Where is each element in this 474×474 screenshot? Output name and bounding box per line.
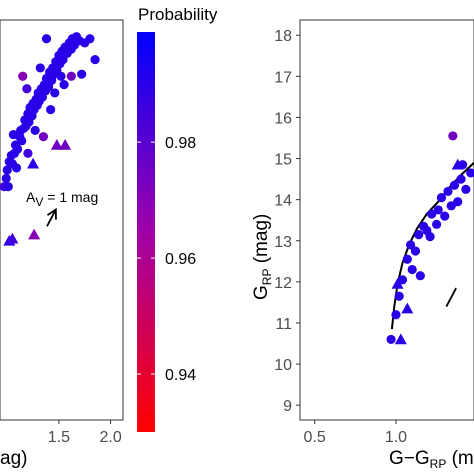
data-point-circle [3,182,13,192]
left-plot-frame [0,19,124,421]
data-point-circle [391,310,401,320]
right-reddening-vector [445,287,457,307]
vector-shaft [445,287,457,307]
y-tick-label: 12 [274,275,292,292]
data-point-circle [386,334,396,345]
y-tick-label: 13 [274,234,292,251]
data-point-circle [414,229,424,240]
data-point-circle [440,211,450,221]
right-y-axis: 9 10 11 12 13 14 15 16 17 18 [274,28,300,415]
data-point-circle [11,163,22,173]
data-point-triangle [28,228,41,240]
left-x-axis-title: ag) [0,448,27,469]
data-point-circle [402,254,412,264]
right-y-axis-title: GRP (mag) [251,214,274,300]
colorbar: Probability 0.98 0.96 0.94 [137,5,218,432]
right-plot-frame [299,19,474,421]
data-point-circle [59,79,69,90]
y-tick-label: 11 [275,316,292,333]
data-point-circle [90,54,100,65]
vector-shaft [46,209,57,227]
data-point-triangle [59,139,72,150]
vector-arrowhead [46,207,57,220]
data-point-triangle [391,277,404,289]
data-point-triangle [401,302,414,314]
left-data-points [0,32,100,246]
colorbar-ticks: 0.98 0.96 0.94 [137,135,196,384]
data-point-circle [22,84,32,94]
left-panel: AV = 1 mag 1.5 2.0 ag) [0,19,124,469]
data-point-circle [2,165,12,175]
right-panel: 9 10 11 12 13 14 15 16 17 18 0.5 1.0 GRP (mag) G−G… [251,19,474,471]
data-point-circle [433,205,443,215]
right-data-points [386,131,474,345]
right-x-axis-title: G−GRP (m [389,448,474,471]
y-tick-label: 15 [274,152,292,169]
data-point-circle [1,173,11,183]
colorbar-gradient [137,32,155,432]
data-point-circle [12,144,23,154]
data-point-circle [394,291,404,301]
data-point-circle [461,184,471,194]
colorbar-tick-label: 0.98 [165,135,196,152]
data-point-circle [35,63,45,73]
data-point-triangle [394,333,407,345]
colorbar-tick-label: 0.96 [165,251,196,268]
data-point-circle [85,34,95,44]
y-tick-label: 17 [274,69,292,86]
y-tick-label: 18 [274,28,292,45]
data-point-circle [50,88,60,98]
data-point-triangle [27,157,40,169]
data-point-circle [66,71,76,81]
data-point-circle [453,197,463,207]
data-point-circle [397,275,408,285]
reddening-annotation: AV = 1 mag [26,189,98,209]
right-x-axis: 0.5 1.0 [304,420,407,446]
data-point-circle [17,136,27,146]
data-point-circle [443,186,453,197]
y-tick-label: 16 [274,110,292,127]
y-tick-label: 10 [274,357,292,374]
data-point-circle [448,131,458,141]
y-tick-label: 14 [274,193,292,210]
data-point-triangle [451,158,464,170]
data-point-circle [18,71,28,81]
x-tick-label: 1.0 [385,429,407,446]
data-point-circle [8,129,19,140]
data-point-circle [38,132,49,142]
x-tick-label: 1.5 [48,429,70,446]
data-point-circle [449,180,460,190]
data-point-circle [425,232,435,242]
data-point-circle [23,148,33,158]
data-point-circle [405,240,416,250]
data-point-circle [46,104,56,115]
data-point-circle [407,264,417,275]
data-point-circle [466,168,474,178]
data-point-circle [30,125,40,136]
colorbar-title: Probability [138,5,218,24]
x-tick-label: 2.0 [99,429,121,446]
y-tick-label: 9 [283,398,292,415]
data-point-circle [56,71,66,81]
data-point-triangle [50,139,63,150]
data-point-circle [41,34,52,44]
data-point-circle [436,192,447,203]
left-x-axis: 1.5 2.0 [48,420,122,446]
data-point-circle [77,69,87,79]
x-tick-label: 0.5 [304,429,326,446]
data-point-circle [415,271,425,281]
data-point-circle [410,246,421,256]
data-point-circle [456,174,466,184]
reddening-vector [46,207,57,227]
data-point-circle [431,219,442,229]
data-point-triangle [6,232,19,244]
colorbar-tick-label: 0.94 [165,367,196,384]
